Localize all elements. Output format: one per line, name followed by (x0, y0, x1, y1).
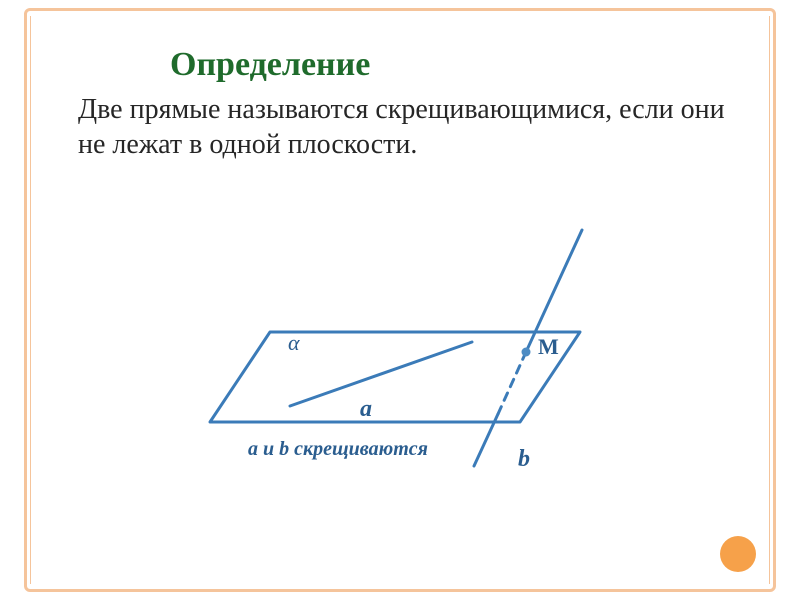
label-b: b (518, 446, 530, 472)
label-a: a (360, 396, 372, 422)
slide-content: Определение Две прямые называются скрещи… (60, 28, 740, 572)
point-m (522, 348, 531, 357)
diagram-svg: α a b M (150, 172, 670, 472)
plane-alpha (210, 332, 580, 422)
label-alpha: α (288, 330, 300, 355)
heading: Определение (170, 46, 740, 84)
corner-dot-icon (720, 536, 756, 572)
label-m: M (538, 334, 559, 359)
diagram: α a b M a и b скрещиваются (60, 172, 740, 472)
definition-text: Две прямые называются скрещивающимися, е… (78, 92, 732, 162)
caption: a и b скрещиваются (248, 438, 428, 461)
